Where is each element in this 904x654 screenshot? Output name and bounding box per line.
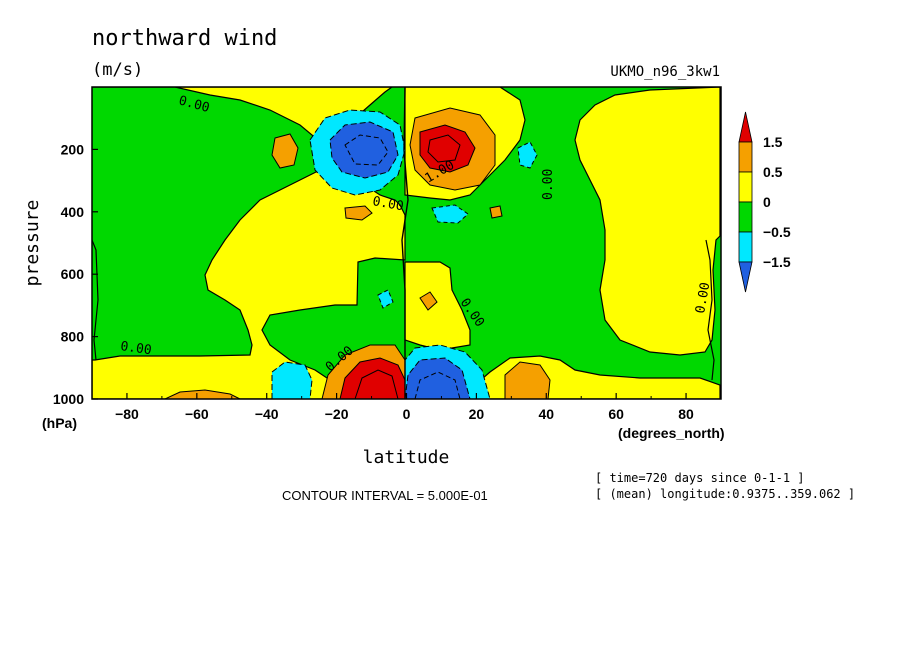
contour-label: 0.00 xyxy=(119,339,152,358)
y-tick-label: 200 xyxy=(61,141,85,157)
run-id: UKMO_n96_3kw1 xyxy=(610,64,720,80)
field-yellow-center xyxy=(404,261,471,351)
y-tick-label: 1000 xyxy=(53,391,84,407)
colorbar-segment xyxy=(738,231,753,263)
colorbar-label: −1.5 xyxy=(763,254,791,270)
field-orange-small1 xyxy=(344,205,373,221)
contour-interval: CONTOUR INTERVAL = 5.000E-01 xyxy=(282,488,488,503)
field-orange-small2 xyxy=(489,205,503,219)
contour-label: 0.00 xyxy=(693,281,713,314)
colorbar-segment xyxy=(738,171,753,203)
field-blue-lower xyxy=(404,357,471,399)
x-tick-label: 20 xyxy=(469,406,485,422)
colorbar: 1.5 0.5 0 −0.5 −1.5 xyxy=(738,111,791,293)
field-yellow-east xyxy=(574,87,721,356)
contour-label: 0.00 xyxy=(541,169,556,200)
field-cyan-small2 xyxy=(517,141,538,169)
x-tick-label: −80 xyxy=(115,406,139,422)
colorbar-segment xyxy=(738,201,753,233)
x-tick-label: −20 xyxy=(325,406,349,422)
field-cyan-lower-w xyxy=(271,361,313,399)
field-cyan-small3 xyxy=(377,289,394,309)
contour-red-inner-1 xyxy=(427,134,461,163)
contour-equator-zero xyxy=(401,87,409,399)
x-tick-label: 0 xyxy=(403,406,411,422)
chart-title: northward wind xyxy=(92,26,277,51)
longitude-info: [ (mean) longitude:0.9375..359.062 ] xyxy=(595,487,855,501)
contour-east-edge xyxy=(705,239,715,381)
field-orange-west xyxy=(271,133,299,169)
colorbar-arrow-bottom xyxy=(738,261,753,293)
field-orange-small3 xyxy=(419,291,438,311)
x-tick-label: 40 xyxy=(538,406,554,422)
y-axis: 200 400 600 800 1000 xyxy=(53,141,98,407)
colorbar-label: 1.5 xyxy=(763,134,783,150)
y-axis-units: (hPa) xyxy=(42,415,77,431)
contour-label: 0.00 xyxy=(371,194,404,214)
colorbar-label: −0.5 xyxy=(763,224,791,240)
contour-blue-inner-1 xyxy=(344,134,389,166)
field-red-upper xyxy=(419,124,476,173)
y-tick-label: 400 xyxy=(61,204,85,220)
field-orange-lower-se xyxy=(504,361,551,399)
plot-area xyxy=(92,87,721,399)
field-cyan-small1 xyxy=(431,204,469,224)
time-info: [ time=720 days since 0-1-1 ] xyxy=(595,471,805,485)
x-tick-label: 80 xyxy=(678,406,694,422)
x-tick-label: −60 xyxy=(185,406,209,422)
y-axis-label: pressure xyxy=(22,200,43,287)
y-tick-label: 600 xyxy=(61,266,85,282)
x-tick-label: 60 xyxy=(608,406,624,422)
x-axis-units: (degrees_north) xyxy=(618,425,725,441)
field-orange-lower-w xyxy=(164,389,241,399)
field-blue-upper xyxy=(329,121,399,179)
colorbar-arrow-top xyxy=(738,111,753,143)
y-tick-label: 800 xyxy=(61,329,85,345)
chart-units: (m/s) xyxy=(92,60,143,80)
contour-west-edge xyxy=(92,239,99,361)
colorbar-label: 0 xyxy=(763,194,771,210)
contour-blue-inner-2 xyxy=(414,371,461,399)
x-axis: −80 −60 −40 −20 0 20 40 60 80 xyxy=(91,393,722,422)
colorbar-label: 0.5 xyxy=(763,164,783,180)
colorbar-segment xyxy=(738,141,753,173)
x-axis-label: latitude xyxy=(363,447,450,468)
x-tick-label: −40 xyxy=(255,406,279,422)
contour-red-inner-2 xyxy=(354,369,399,399)
